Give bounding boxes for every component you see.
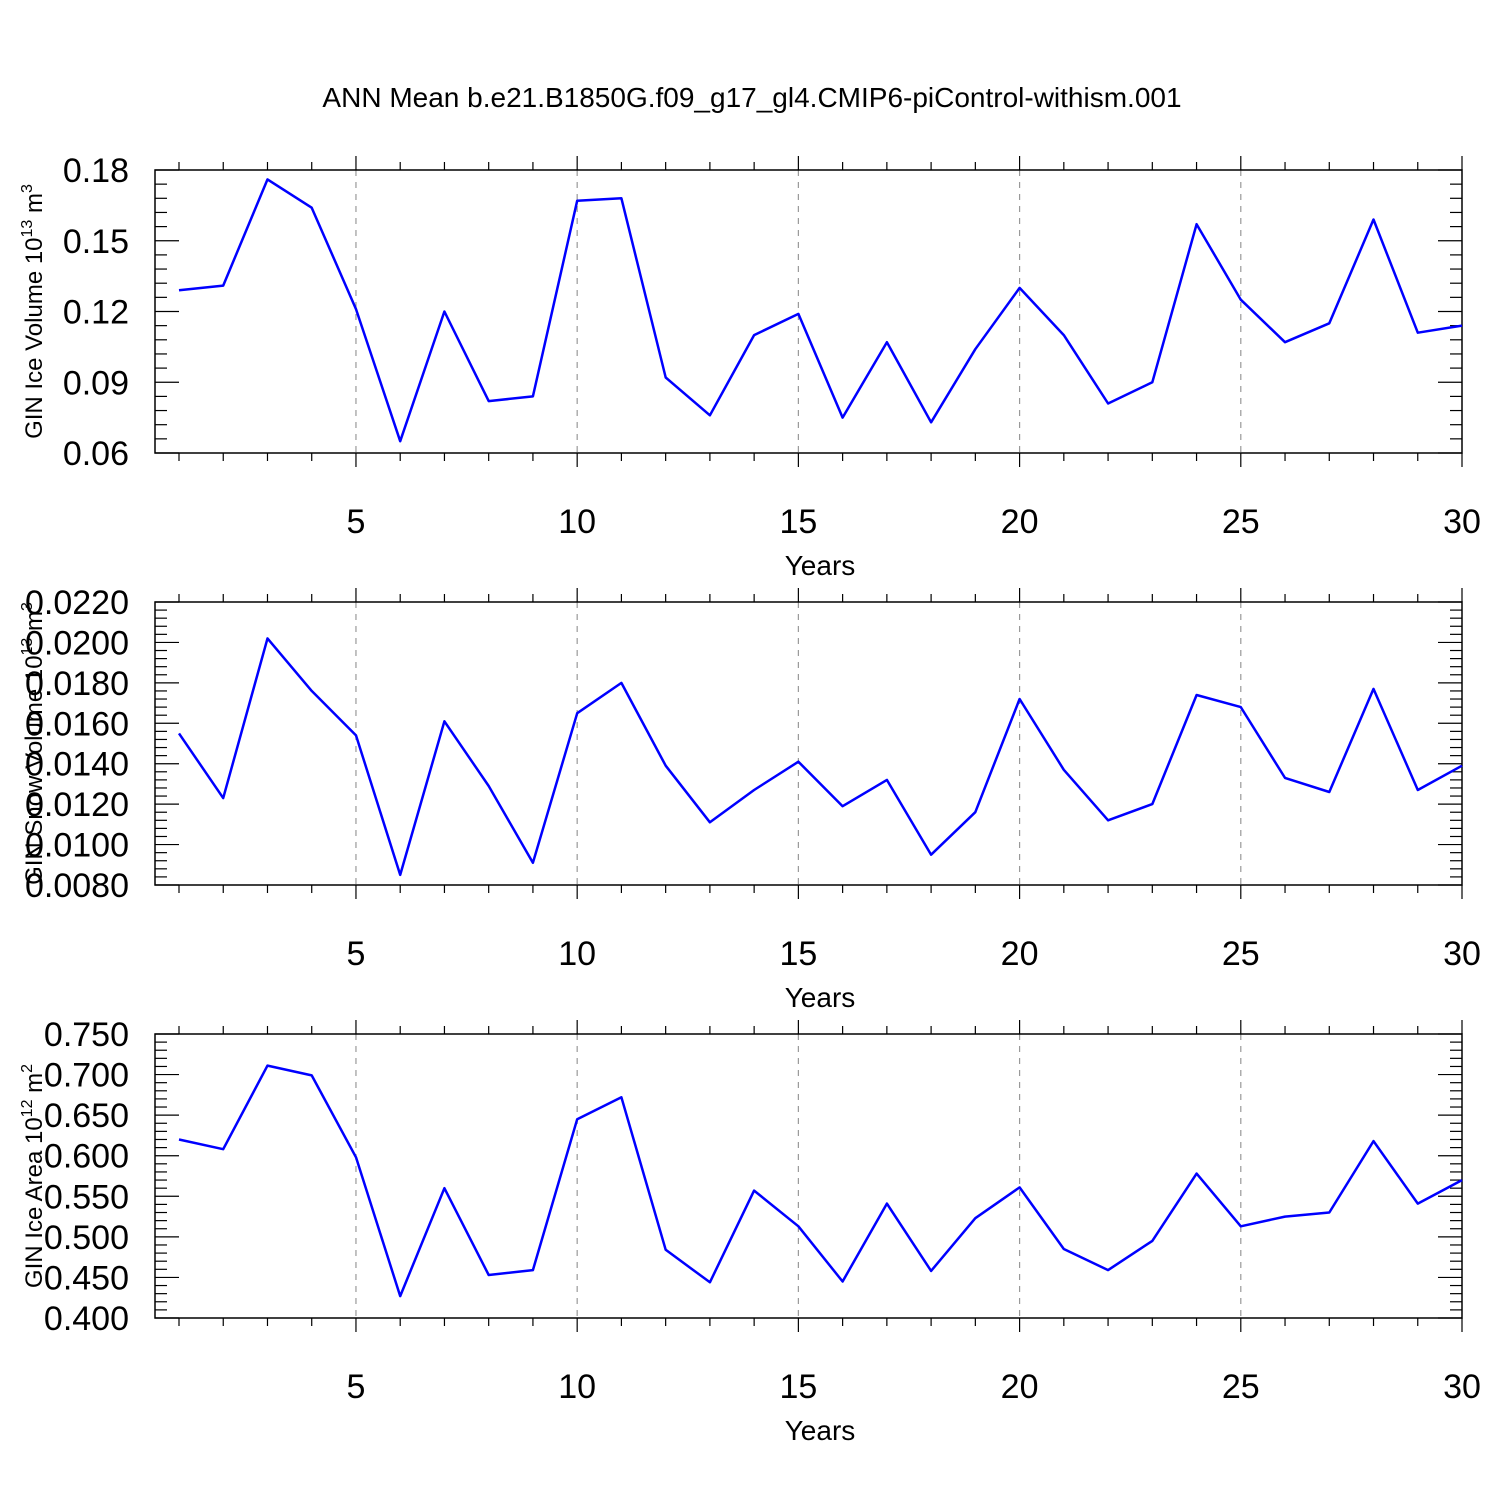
panel-3: 5 10 15 20 25 30 Years 0.4000.4500.5000.5500.60… (19, 1016, 1481, 1446)
chart-title: ANN Mean b.e21.B1850G.f09_g17_gl4.CMIP6-… (322, 82, 1181, 113)
x-tick-label: 10 (558, 935, 596, 973)
y-tick-label: 0.18 (63, 152, 129, 190)
x-tick-label: 30 (1443, 1368, 1481, 1406)
y-tick-label: 0.500 (44, 1219, 129, 1257)
y-tick-label: 0.400 (44, 1300, 129, 1338)
x-tick-label: 20 (1001, 503, 1039, 541)
x-tick-label: 15 (779, 503, 817, 541)
x-tick-label: 5 (347, 1368, 366, 1406)
x-tick-label: 15 (779, 1368, 817, 1406)
x-tick-label: 10 (558, 1368, 596, 1406)
plot-frame (154, 169, 1463, 454)
x-tick-label: 30 (1443, 935, 1481, 973)
x-tick-label: 20 (1001, 1368, 1039, 1406)
y-tick-label: 0.0220 (25, 584, 129, 622)
plot-frame (154, 601, 1463, 886)
x-tick-label: 15 (779, 935, 817, 973)
y-tick-label: 0.15 (63, 223, 129, 261)
y-tick-label: 0.12 (63, 294, 129, 332)
x-axis-label: Years (785, 982, 856, 1013)
y-axis-label: GIN Ice Volume 1013 m3 (19, 184, 48, 439)
series-line (178, 178, 1463, 443)
y-tick-label: 0.750 (44, 1016, 129, 1054)
y-tick-label: 0.09 (63, 364, 129, 402)
series-line (178, 1064, 1463, 1298)
x-axis-label: Years (785, 550, 856, 581)
y-tick-label: 0.06 (63, 435, 129, 473)
y-axis-label: GIN Ice Area 1012 m2 (19, 1064, 48, 1288)
y-tick-label: 0.600 (44, 1138, 129, 1176)
panel-2: 5 10 15 20 25 30 Years 0.00800.01000.01200.0140… (19, 584, 1481, 1013)
y-tick-label: 0.650 (44, 1097, 129, 1135)
x-tick-label: 5 (347, 935, 366, 973)
y-tick-label: 0.450 (44, 1259, 129, 1297)
y-tick-label: 0.0180 (25, 665, 129, 703)
plot-frame (154, 1033, 1463, 1319)
x-tick-label: 25 (1222, 935, 1260, 973)
series-line (177, 637, 1463, 877)
y-tick-label: 0.550 (44, 1178, 129, 1216)
y-tick-label: 0.0120 (25, 786, 129, 824)
panels: 5 10 15 20 25 30 Years 0.06 0.09 0.12 0.15 0.18 GIN … (19, 152, 1481, 1446)
x-tick-label: 30 (1443, 503, 1481, 541)
x-tick-label: 5 (347, 503, 366, 541)
x-tick-label: 25 (1222, 503, 1260, 541)
y-tick-label: 0.0140 (25, 746, 129, 784)
y-tick-label: 0.0200 (25, 624, 129, 662)
x-tick-label: 10 (558, 503, 596, 541)
panel-1: 5 10 15 20 25 30 Years 0.06 0.09 0.12 0.15 0.18 GIN … (19, 152, 1481, 581)
x-axis-label: Years (785, 1415, 856, 1446)
y-tick-label: 0.0080 (25, 867, 129, 905)
y-tick-label: 0.0100 (25, 827, 129, 865)
x-tick-label: 25 (1222, 1368, 1260, 1406)
y-tick-label: 0.700 (44, 1057, 129, 1095)
x-tick-label: 20 (1001, 935, 1039, 973)
y-tick-label: 0.0160 (25, 705, 129, 743)
